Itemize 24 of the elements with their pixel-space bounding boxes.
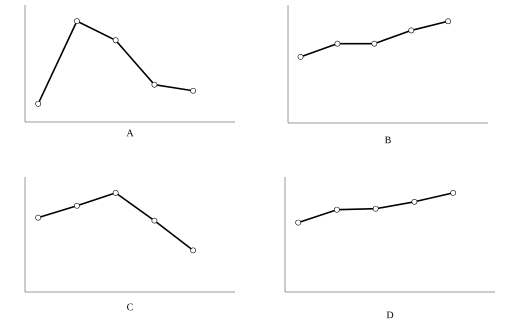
point: [412, 198, 418, 205]
point: [408, 28, 414, 34]
x-axis-title: C: [127, 304, 133, 310]
point: [190, 247, 196, 254]
point: [35, 214, 42, 221]
point: [152, 218, 158, 224]
point: [372, 206, 379, 212]
point: [74, 202, 80, 209]
point: [334, 206, 340, 213]
x-axis-title: B: [384, 136, 391, 144]
point: [445, 18, 452, 24]
point: [190, 88, 196, 94]
point: [74, 18, 80, 24]
point: [298, 54, 304, 60]
point: [371, 40, 378, 47]
point: [35, 100, 42, 107]
point: [152, 82, 158, 88]
point: [334, 40, 340, 47]
x-axis-title: A: [126, 130, 134, 136]
point: [450, 190, 456, 196]
point: [112, 190, 119, 196]
point: [112, 37, 119, 44]
point: [295, 220, 302, 226]
x-axis-title: D: [386, 312, 394, 318]
